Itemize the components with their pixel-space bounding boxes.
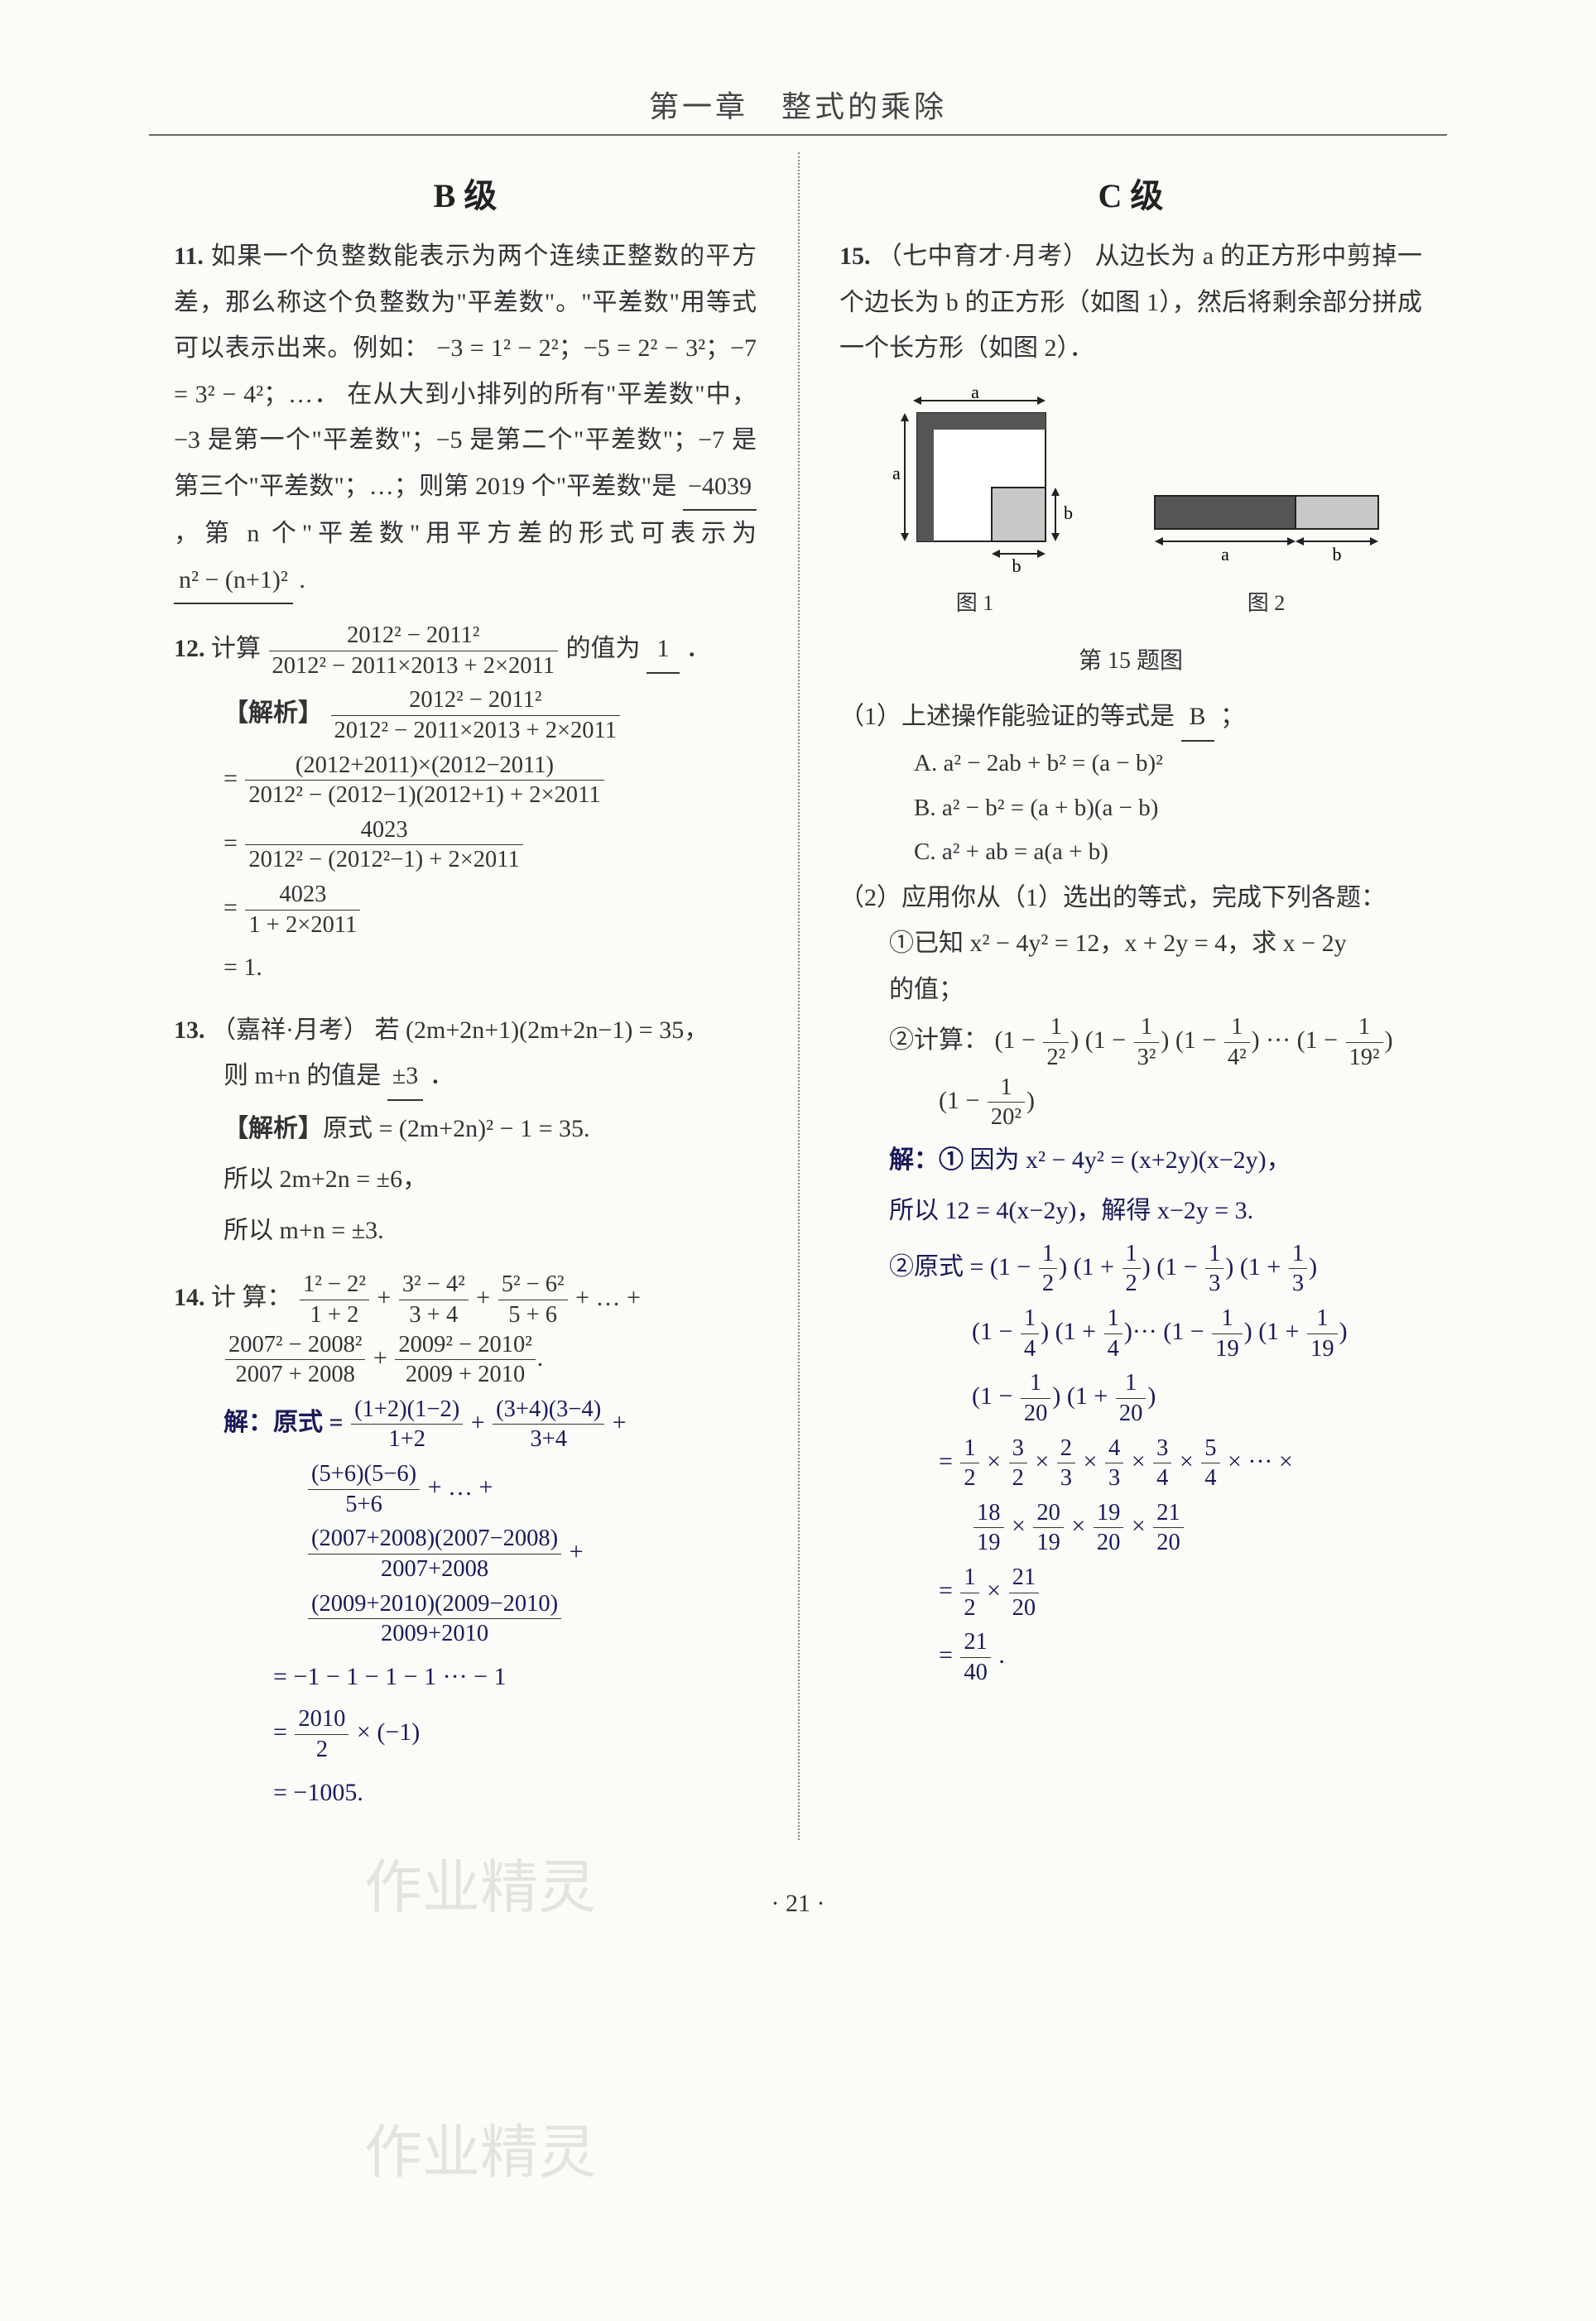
figure-2-svg: a b (1142, 479, 1391, 579)
p13-then: 则 m+n 的值是 (224, 1062, 381, 1089)
problem-14: 14. 计 算： 1² − 2²1 + 2 + 3² − 4²3 + 4 + 5… (174, 1270, 757, 1815)
solution-label: 【解析】 (224, 699, 323, 727)
frac-num: 2012² − 2011² (269, 621, 558, 651)
problem-number: 13. (174, 1016, 205, 1044)
q1-text: （1）上述操作能验证的等式是 (839, 703, 1175, 730)
sol-b-label: ②原式 = (889, 1253, 983, 1281)
level-b-title: B 级 (174, 169, 757, 217)
q1-tail: ； (1220, 703, 1245, 730)
fig2-caption: 图 2 (1142, 584, 1391, 623)
problem-number: 11. (174, 243, 204, 270)
left-column: B 级 11. 如果一个负整数能表示为两个连续正整数的平方差，那么称这个负整数为… (149, 152, 798, 1840)
figure-1: a a b (872, 388, 1079, 623)
p15-solution: 解：① 因为 x² − 4y² = (x+2y)(x−2y)， 所以 12 = … (839, 1137, 1422, 1688)
q2-sub2: ②计算： (1 − 12²) (1 − 13²) (1 − 14²) ··· (… (839, 1012, 1422, 1132)
p12-tail: 的值为 (565, 635, 640, 662)
p13-blank: ±3 (387, 1053, 423, 1101)
p12-label: 计算 (211, 635, 261, 662)
p15-q2: （2）应用你从（1）选出的等式，完成下列各题： (839, 875, 1422, 921)
frac: 2012² − 2011² 2012² − 2011×2013 + 2×2011 (331, 685, 620, 745)
p13-period: ． (430, 1062, 454, 1089)
frac: 4023 2012² − (2012²−1) + 2×2011 (245, 815, 522, 875)
q2-1a: ①已知 x² − 4y² = 12，x + 2y = 4，求 x − 2y (889, 930, 1347, 957)
p12-solution: 【解析】 2012² − 2011² 2012² − 2011×2013 + 2… (174, 685, 757, 991)
p15-q1: （1）上述操作能验证的等式是 B ； (839, 694, 1422, 742)
p14-l3: = −1005. (224, 1770, 757, 1816)
two-column-layout: B 级 11. 如果一个负整数能表示为两个连续正整数的平方差，那么称这个负整数为… (149, 152, 1447, 1840)
svg-text:a: a (971, 388, 979, 402)
fig1-caption: 图 1 (872, 584, 1079, 623)
q1-blank: B (1181, 694, 1214, 742)
right-column: C 级 15. （七中育才·月考） 从边长为 a 的正方形中剪掉一个边长为 b … (798, 152, 1447, 1840)
header-rule (149, 134, 1447, 136)
p11-text-c: ，第 n 个"平差数"用平方差的形式可表示为 (174, 520, 757, 547)
problem-11: 11. 如果一个负整数能表示为两个连续正整数的平方差，那么称这个负整数为"平差数… (174, 233, 757, 604)
problem-number: 12. (174, 635, 205, 662)
p14-dots: + … + (575, 1284, 641, 1311)
column-divider (798, 152, 800, 1840)
problem-15: 15. （七中育才·月考） 从边长为 a 的正方形中剪掉一个边长为 b 的正方形… (839, 233, 1422, 1688)
p12-step5: = 1. (224, 944, 757, 991)
svg-text:a: a (892, 463, 901, 483)
p14-edots: + … + (428, 1473, 493, 1501)
svg-text:b: b (1064, 502, 1073, 523)
p11-period: . (299, 566, 305, 593)
page-number: · 21 · (149, 1890, 1447, 1918)
p13-solution: 【解析】原式 = (2m+2n)² − 1 = 35. 所以 2m+2n = ±… (174, 1106, 757, 1254)
problem-13: 13. （嘉祥·月考） 若 (2m+2n+1)(2m+2n−1) = 35， 则… (174, 1007, 757, 1254)
choice-c: C. a² + ab = a(a + b) (839, 830, 1422, 875)
figure-2: a b 图 2 (1142, 479, 1391, 623)
p14-label: 计 算： (211, 1284, 292, 1311)
p14-solution: 解：原式 = (1+2)(1−2)1+2 + (3+4)(3−4)3+4 + (… (174, 1395, 757, 1815)
level-c-title: C 级 (839, 169, 1422, 217)
p13-s1: 原式 = (2m+2n)² − 1 = 35. (323, 1115, 590, 1142)
q2-sub1: ①已知 x² − 4y² = 12，x + 2y = 4，求 x − 2y 的值… (839, 920, 1422, 1012)
figure-caption: 第 15 题图 (839, 640, 1422, 683)
frac-den: 2012² − 2011×2013 + 2×2011 (269, 651, 558, 681)
watermark-2: 作业精灵 (364, 2106, 596, 2189)
p15-src: （七中育才·月考） (877, 243, 1089, 270)
figure-1-svg: a a b (872, 388, 1079, 579)
sol-a-1: 因为 x² − 4y² = (x+2y)(x−2y)， (970, 1146, 1291, 1174)
p13-s2: 所以 2m+2n = ±6， (224, 1156, 757, 1203)
problem-number: 14. (174, 1284, 205, 1311)
choice-a: A. a² − 2ab + b² = (a − b)² (839, 742, 1422, 786)
chapter-title: 第一章 整式的乘除 (149, 83, 1447, 126)
solution-label: 解：原式 = (224, 1409, 344, 1436)
svg-text:a: a (1221, 544, 1229, 565)
svg-text:b: b (1012, 555, 1021, 576)
p13-src: （嘉祥·月考） (211, 1016, 368, 1044)
p11-blank-1: −4039 (683, 464, 757, 512)
choice-b: B. a² − b² = (a + b)(a − b) (839, 786, 1422, 831)
p12-main-frac: 2012² − 2011² 2012² − 2011×2013 + 2×2011 (269, 621, 558, 680)
p13-s3: 所以 m+n = ±3. (224, 1208, 757, 1254)
solution-label: 【解析】 (224, 1115, 323, 1142)
frac: (2012+2011)×(2012−2011) 2012² − (2012−1)… (245, 751, 603, 810)
p14-l1: = −1 − 1 − 1 − 1 ··· − 1 (224, 1654, 757, 1700)
p11-blank-2: n² − (n+1)² (174, 557, 293, 605)
p12-blank: 1 (647, 626, 680, 674)
figure-row: a a b (839, 388, 1422, 623)
page: 第一章 整式的乘除 B 级 11. 如果一个负整数能表示为两个连续正整数的平方差… (0, 0, 1596, 2321)
q2-2: ②计算： (889, 1026, 988, 1054)
sol-a-2: 所以 12 = 4(x−2y)，解得 x−2y = 3. (889, 1188, 1422, 1234)
frac: 4023 1 + 2×2011 (245, 880, 360, 939)
solution-label: 解：① (889, 1146, 964, 1174)
problem-number: 15. (839, 243, 871, 270)
p12-period: ． (685, 635, 710, 662)
p13-given: 若 (2m+2n+1)(2m+2n−1) = 35， (375, 1016, 709, 1044)
q2-1b: 的值； (889, 976, 964, 1003)
svg-text:b: b (1332, 544, 1341, 565)
problem-12: 12. 计算 2012² − 2011² 2012² − 2011×2013 +… (174, 621, 757, 991)
